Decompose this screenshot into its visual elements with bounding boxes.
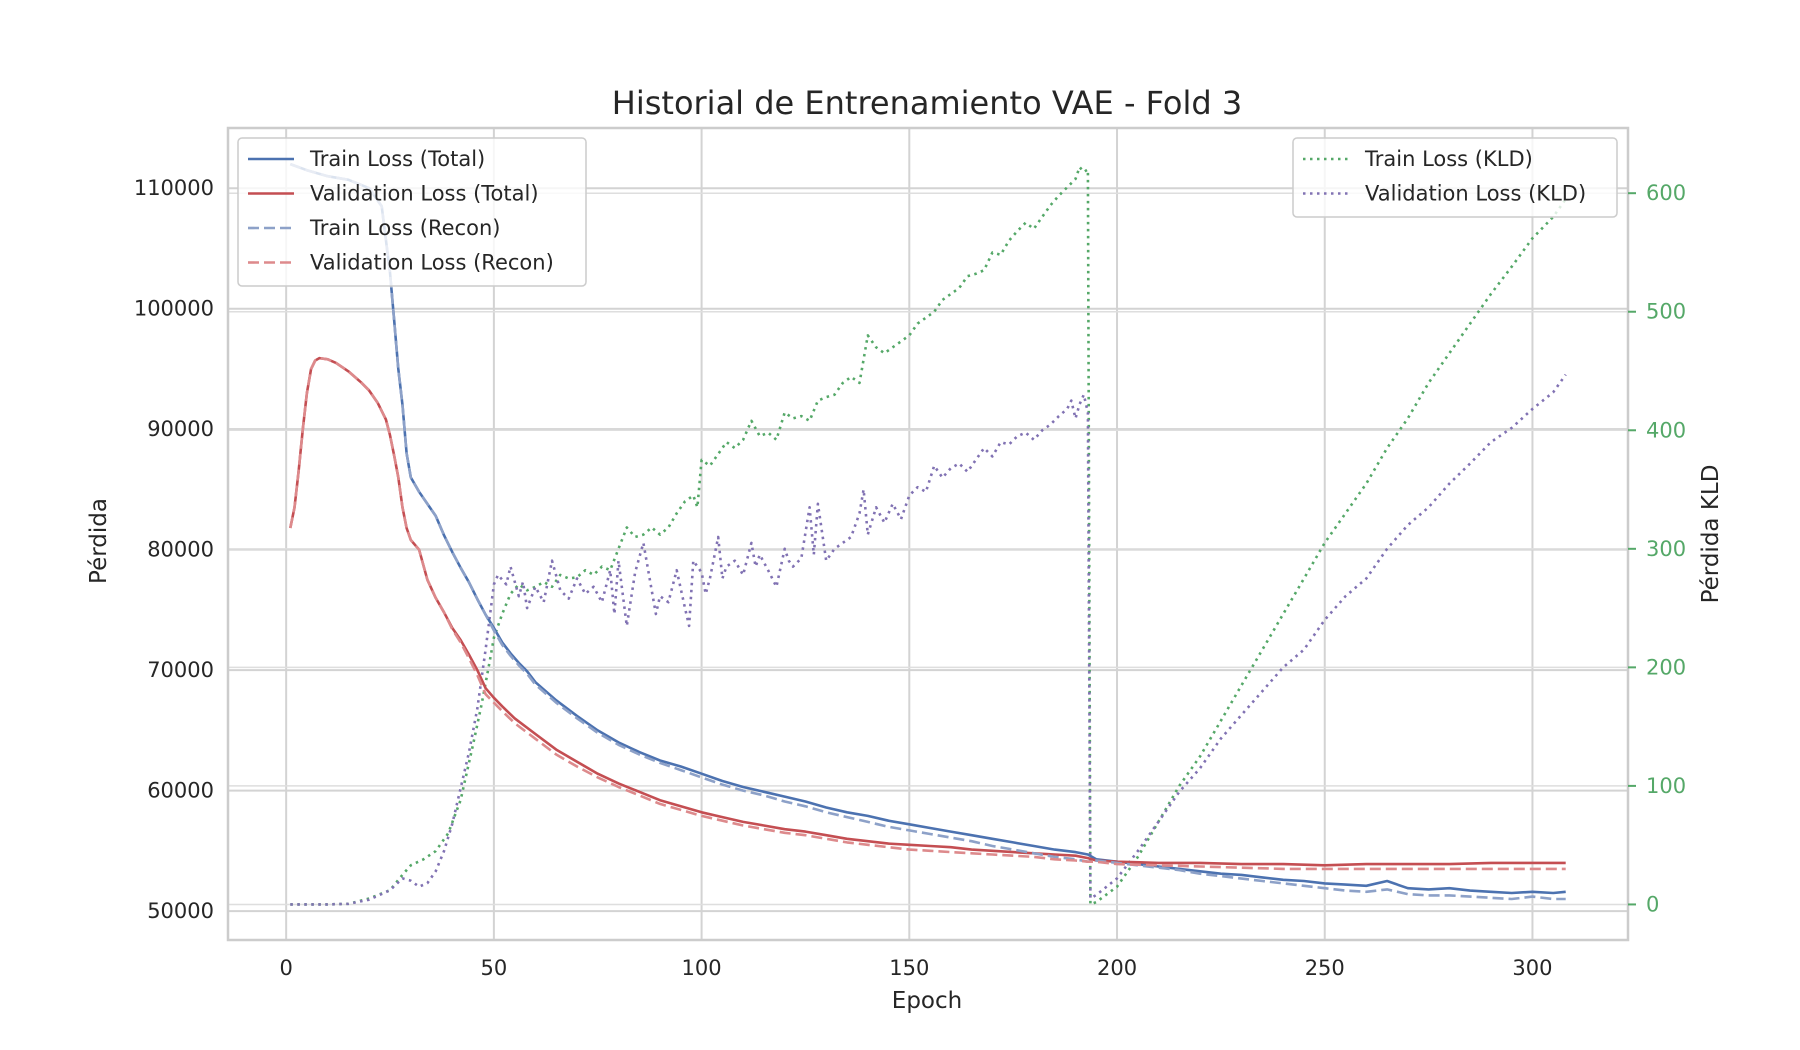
y-right-axis-ticks: 0 100 200 300 400 500 600: [1628, 181, 1686, 916]
plot-frame: [226, 126, 1630, 942]
y-tick-label: 50000: [147, 899, 214, 923]
y-right-axis-label: Pérdida KLD: [1698, 465, 1724, 604]
x-tick-label: 100: [682, 956, 722, 980]
series-line-validation-loss-total: [289, 356, 1566, 867]
legend-label: Validation Loss (Recon): [310, 251, 554, 275]
y-right-tick-label: 100: [1646, 774, 1686, 798]
legend-label: Train Loss (Recon): [309, 216, 500, 240]
legend-label: Train Loss (KLD): [1364, 147, 1533, 171]
legend-label: Train Loss (Total): [309, 147, 485, 171]
series-group: [289, 162, 1567, 906]
y-right-tick-label: 0: [1646, 892, 1659, 916]
legend-left: Train Loss (Total) Validation Loss (Total…: [237, 137, 587, 287]
y-right-tick-label: 300: [1646, 537, 1686, 561]
y-tick-label: 100000: [134, 297, 214, 321]
y-right-tick-label: 200: [1646, 655, 1686, 679]
legend-box: [237, 137, 587, 287]
y-tick-label: 110000: [134, 176, 214, 200]
legend-right: Train Loss (KLD) Validation Loss (KLD): [1292, 137, 1618, 218]
x-tick-label: 150: [889, 956, 929, 980]
x-tick-label: 250: [1305, 956, 1345, 980]
x-tick-label: 50: [481, 956, 508, 980]
chart-title: Historial de Entrenamiento VAE - Fold 3: [612, 84, 1242, 122]
y-right-tick-label: 600: [1646, 181, 1686, 205]
x-axis-label: Epoch: [892, 988, 962, 1014]
y-tick-label: 60000: [147, 779, 214, 803]
legend-label: Validation Loss (Total): [310, 182, 539, 206]
series-line-train-loss-recon: [289, 162, 1566, 901]
y-axis-ticks: 50000 60000 70000 80000 90000 100000 110000: [134, 176, 214, 923]
x-axis-ticks: 0 50 100 150 200 250 300: [279, 956, 1552, 980]
legend-label: Validation Loss (KLD): [1365, 182, 1586, 206]
y-tick-label: 90000: [147, 417, 214, 441]
x-tick-label: 0: [279, 956, 292, 980]
y-tick-label: 70000: [147, 658, 214, 682]
y-tick-label: 80000: [147, 538, 214, 562]
y-right-tick-label: 400: [1646, 418, 1686, 442]
x-tick-label: 200: [1097, 956, 1137, 980]
legend-box: [1292, 137, 1618, 218]
y-axis-label: Pérdida: [86, 498, 112, 584]
series-line-validation-loss-kld: [290, 373, 1567, 906]
y-right-tick-label: 500: [1646, 300, 1686, 324]
x-tick-label: 300: [1512, 956, 1552, 980]
